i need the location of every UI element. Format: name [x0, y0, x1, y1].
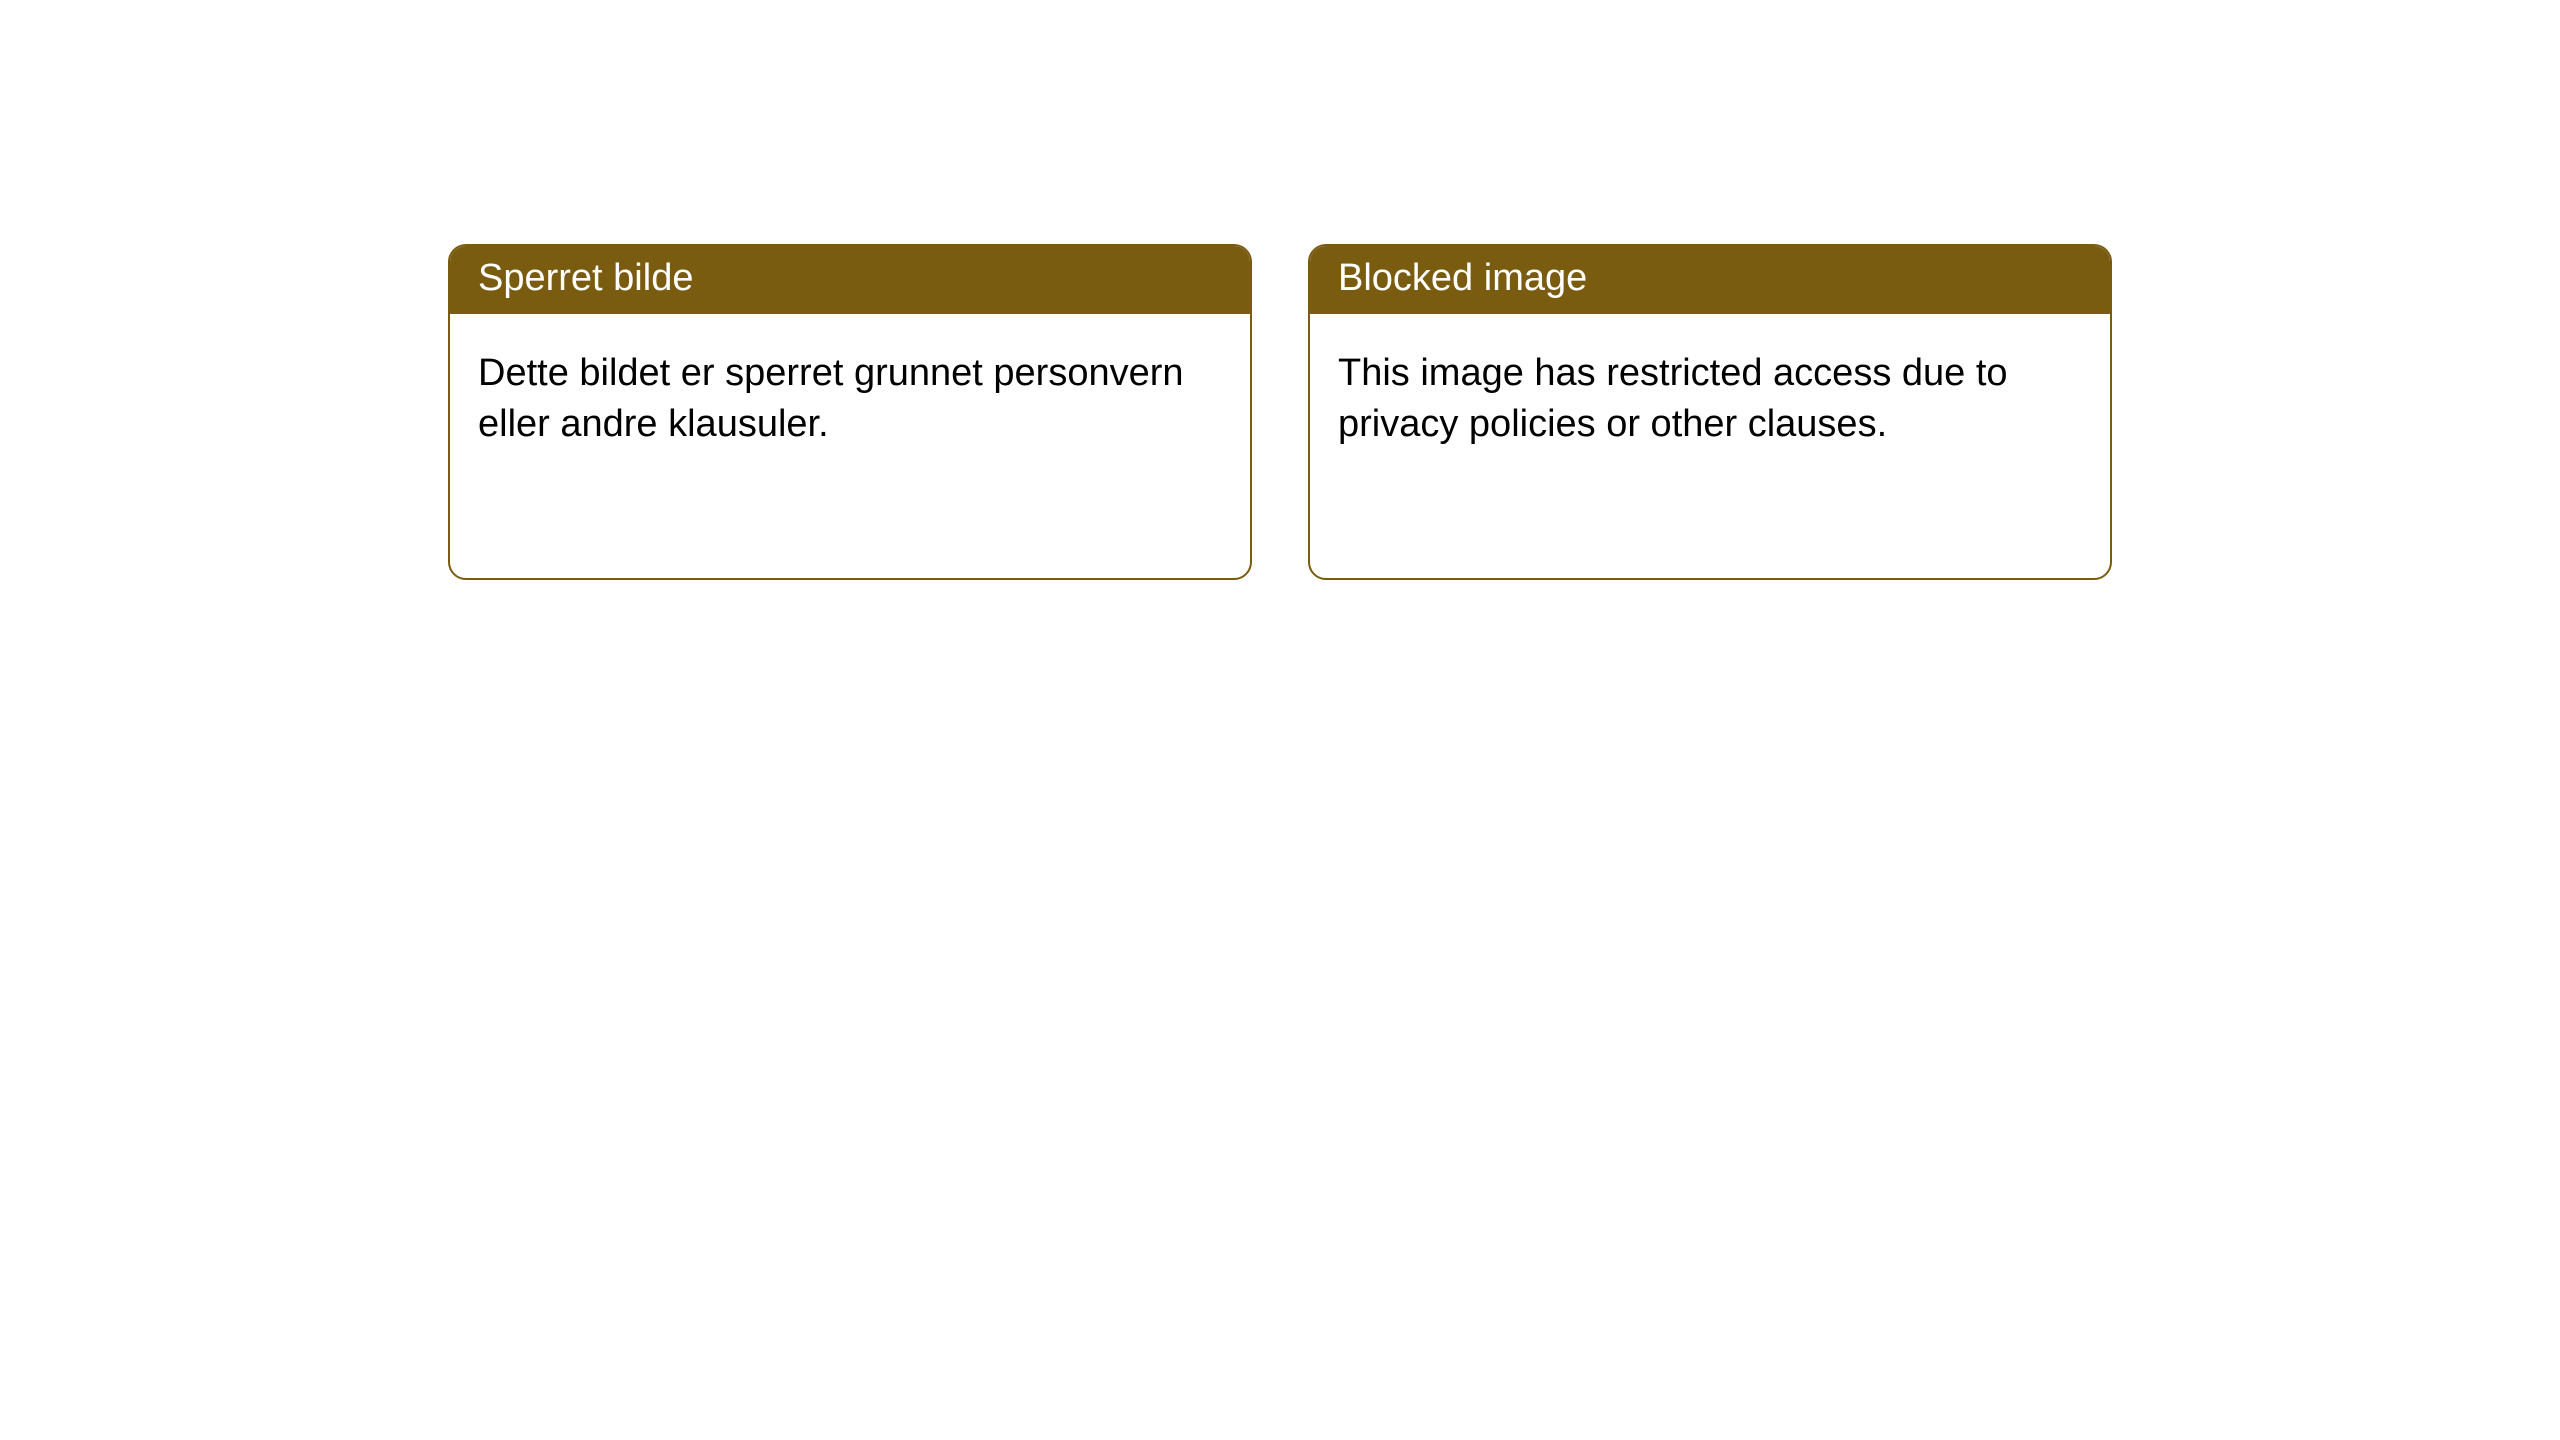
card-body: Dette bildet er sperret grunnet personve… — [450, 314, 1250, 485]
blocked-image-card-no: Sperret bilde Dette bildet er sperret gr… — [448, 244, 1252, 580]
card-title: Blocked image — [1338, 257, 1587, 299]
card-body-text: Dette bildet er sperret grunnet personve… — [478, 352, 1184, 445]
card-header: Sperret bilde — [450, 246, 1250, 314]
card-body: This image has restricted access due to … — [1310, 314, 2110, 485]
card-body-text: This image has restricted access due to … — [1338, 352, 2008, 445]
notice-container: Sperret bilde Dette bildet er sperret gr… — [0, 0, 2560, 580]
blocked-image-card-en: Blocked image This image has restricted … — [1308, 244, 2112, 580]
card-title: Sperret bilde — [478, 257, 693, 299]
card-header: Blocked image — [1310, 246, 2110, 314]
